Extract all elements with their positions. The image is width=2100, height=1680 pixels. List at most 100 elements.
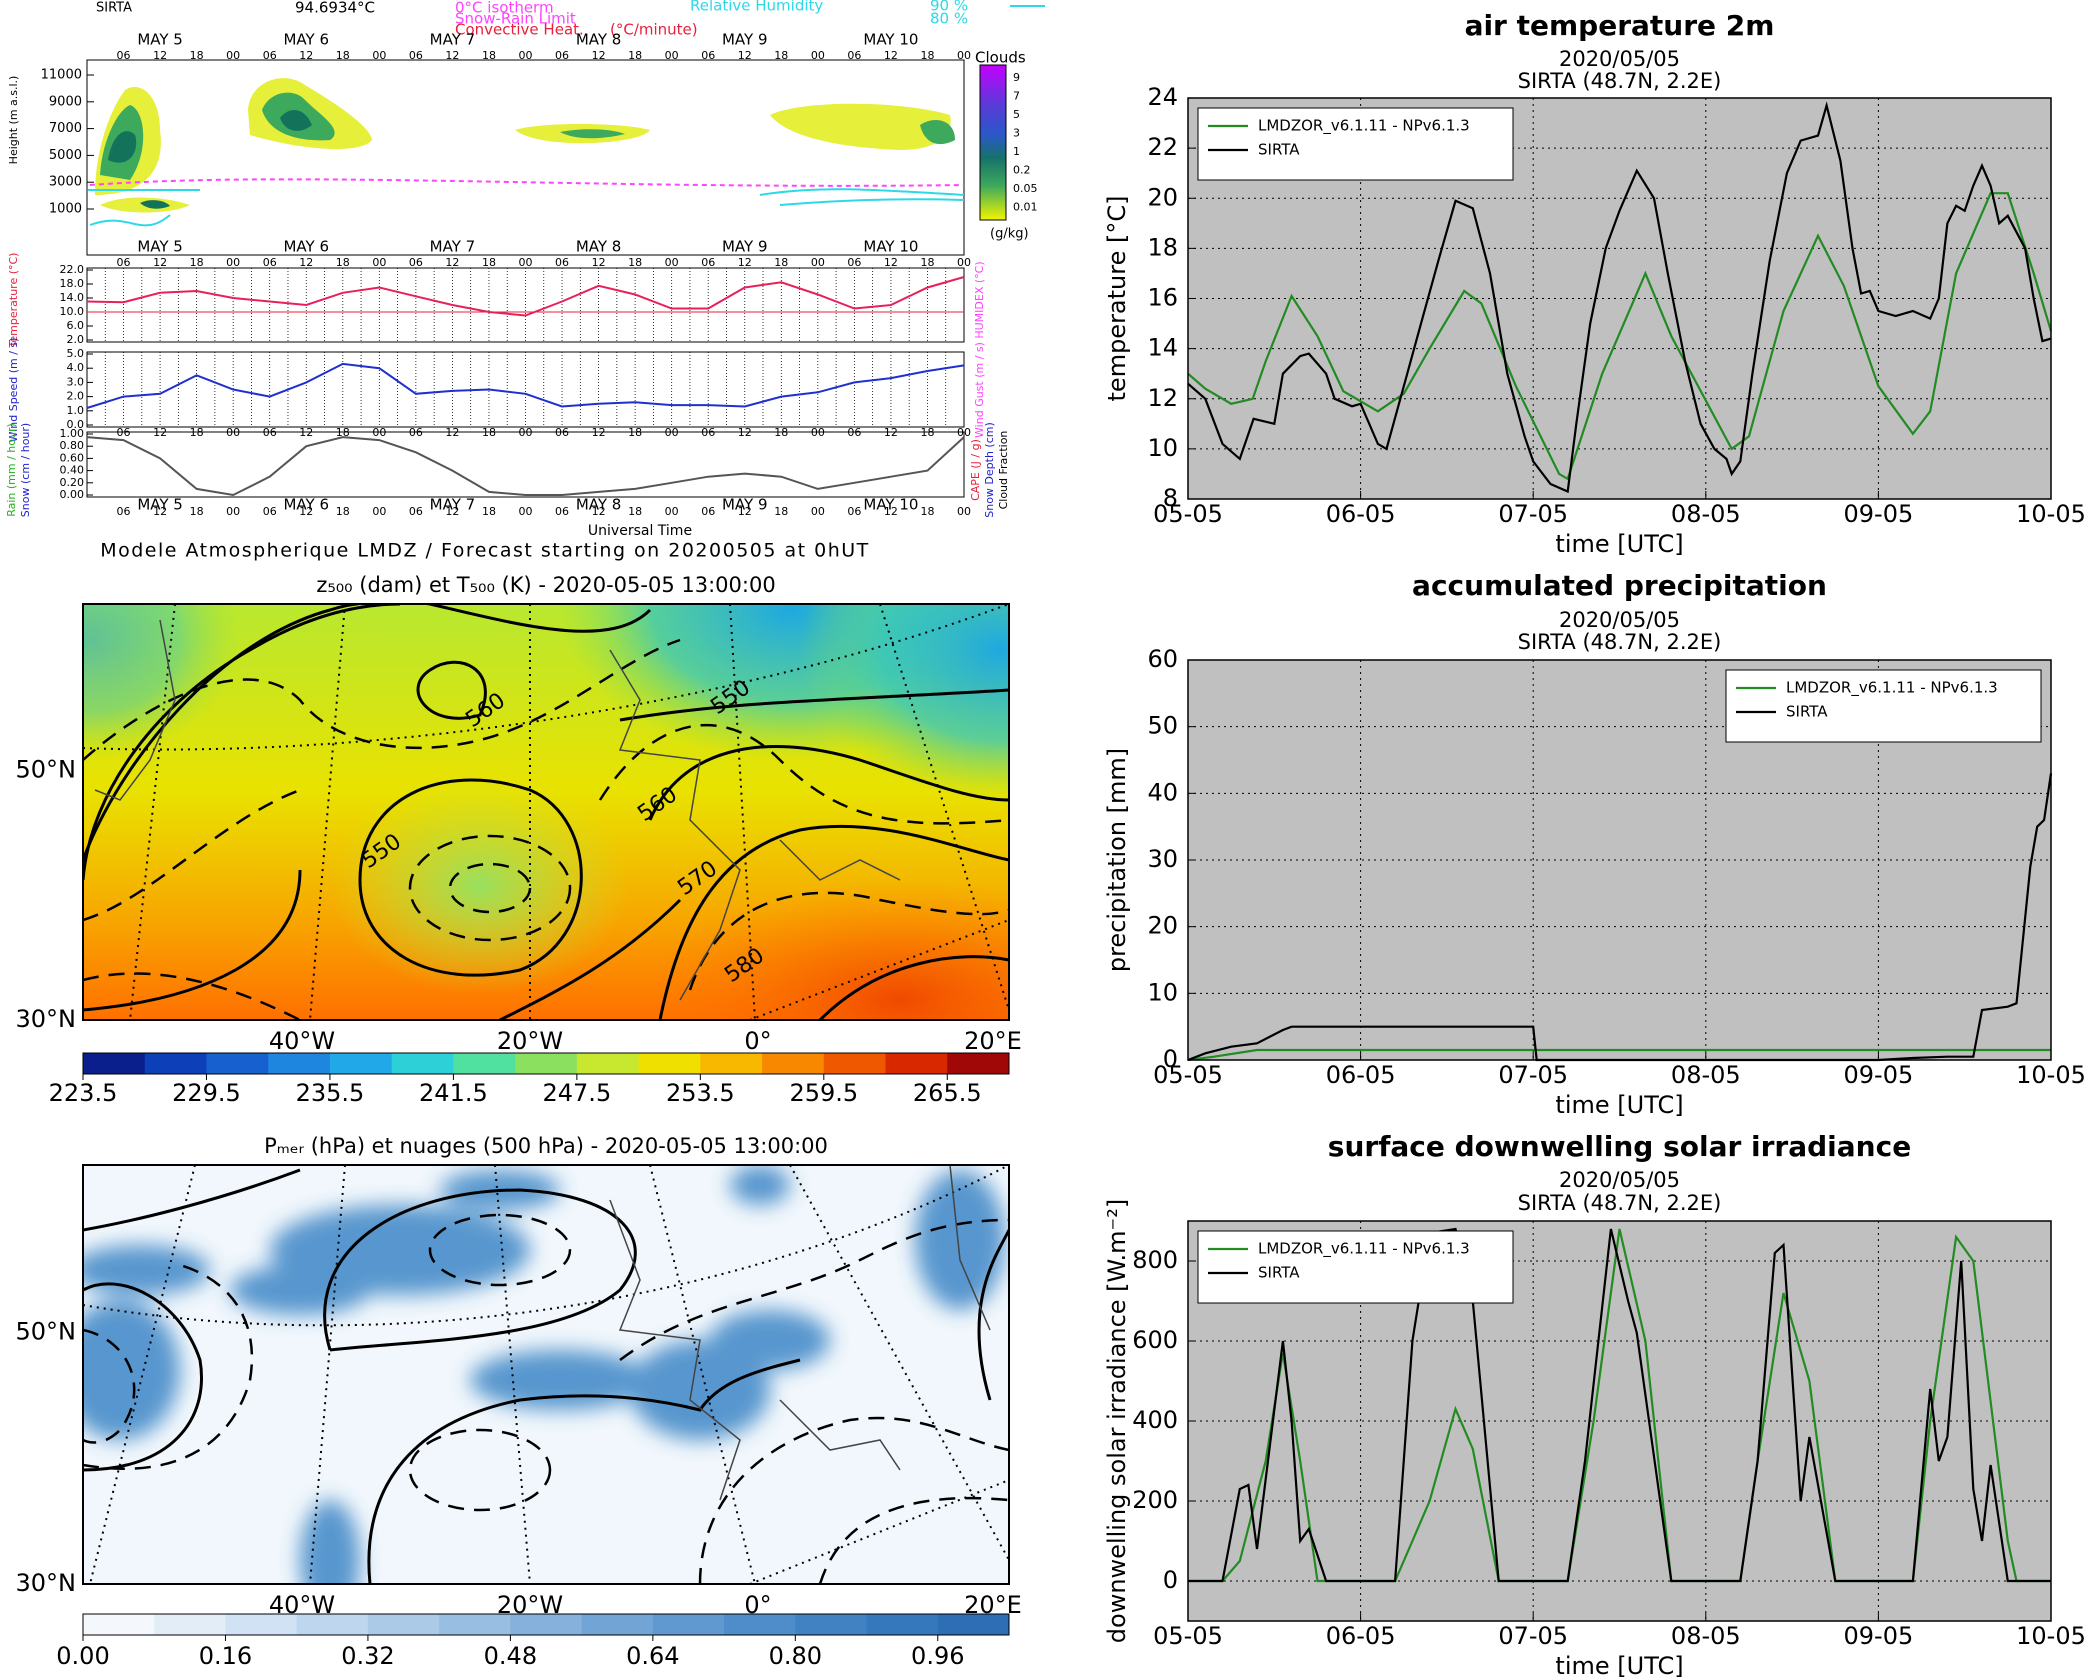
- hour-label: 00: [957, 426, 971, 439]
- hour-label: 00: [811, 505, 825, 518]
- legend-label: SIRTA: [1786, 703, 1828, 721]
- colorbar-bin: [367, 1614, 440, 1635]
- legend-label: LMDZOR_v6.1.11 - NPv6.1.3: [1786, 679, 1998, 698]
- series-line: [1187, 192, 2053, 481]
- x-tick-label: 10-05: [2016, 1622, 2086, 1650]
- lon-label: 20°W: [497, 1027, 563, 1055]
- day-label: MAY 9: [722, 496, 768, 514]
- hour-label: 00: [957, 256, 971, 269]
- colorbar-tick-label: 0.96: [911, 1642, 964, 1670]
- hour-label: 18: [190, 426, 204, 439]
- day-label: MAY 9: [722, 31, 768, 49]
- hour-label: 00: [519, 505, 533, 518]
- hour-label: 06: [701, 256, 715, 269]
- panel-tick-label: 0.40: [60, 464, 85, 477]
- hour-label: 00: [226, 426, 240, 439]
- x-tick-label: 10-05: [2016, 500, 2086, 528]
- hour-label: 00: [372, 505, 386, 518]
- hour-label: 12: [884, 426, 898, 439]
- hour-label: 06: [701, 505, 715, 518]
- panel-tick-label: 4.0: [67, 361, 85, 374]
- panel-axis-label: Wind Speed (m / s): [7, 338, 20, 443]
- panel-tick-label: 0.60: [60, 451, 85, 464]
- colorbar-bin: [329, 1053, 393, 1074]
- x-tick-label: 08-05: [1671, 500, 1741, 528]
- hour-label: 00: [665, 505, 679, 518]
- day-label: MAY 9: [722, 238, 768, 256]
- day-label: MAY 8: [576, 238, 622, 256]
- hour-label: 06: [117, 505, 131, 518]
- hour-label: 12: [884, 49, 898, 62]
- cloud-fraction-line: [86, 436, 965, 497]
- hour-label: 18: [920, 505, 934, 518]
- lat-label: 50°N: [16, 1318, 77, 1346]
- t500-contours: [83, 638, 1009, 1020]
- hour-label: 06: [409, 49, 423, 62]
- map-z500: [82, 603, 1010, 1021]
- panel-tick-label: 3.0: [67, 375, 85, 388]
- hour-label: 12: [592, 256, 606, 269]
- hour-label: 00: [519, 256, 533, 269]
- day-label: MAY 7: [430, 31, 476, 49]
- clouds-tick: 3: [1013, 127, 1020, 140]
- colorbar-tick-label: 259.5: [789, 1079, 858, 1107]
- hour-label: 06: [555, 426, 569, 439]
- cold-area: [800, 604, 1009, 800]
- hour-label: 12: [592, 426, 606, 439]
- colorbar-bin: [638, 1053, 701, 1074]
- colorbar-bin: [866, 1614, 939, 1635]
- panel-tick-label: 6.0: [67, 319, 85, 332]
- hour-label: 18: [774, 426, 788, 439]
- chart-subtitle: SIRTA (48.7N, 2.2E): [1518, 630, 1722, 654]
- series-line: [1187, 1048, 2051, 1062]
- lat-label: 30°N: [16, 1005, 77, 1033]
- day-label: MAY 10: [863, 496, 918, 514]
- legend: [1725, 669, 2042, 743]
- colorbar-bin: [823, 1053, 887, 1074]
- hour-label: 12: [299, 49, 313, 62]
- hour-label: 18: [628, 49, 642, 62]
- hour-label: 06: [117, 49, 131, 62]
- station: SIRTA: [96, 1, 132, 16]
- colorbar-bin: [391, 1053, 454, 1074]
- x-tick-label: 08-05: [1671, 1622, 1741, 1650]
- hour-label: 12: [445, 426, 459, 439]
- x-tick-label: 09-05: [1844, 500, 1914, 528]
- y-tick-label: 800: [1132, 1246, 1178, 1274]
- legend-label: (°C/minute): [610, 21, 698, 39]
- y-tick-label: 50: [1147, 712, 1178, 740]
- legend-label: LMDZOR_v6.1.11 - NPv6.1.3: [1258, 1240, 1470, 1259]
- hour-label: 06: [263, 49, 277, 62]
- map-pmer: [82, 1164, 1010, 1585]
- y-tick-label: 0: [1163, 1566, 1178, 1594]
- hour-label: 06: [409, 426, 423, 439]
- y-axis-label: downwelling solar irradiance [W.m⁻²]: [1103, 1199, 1131, 1643]
- hour-label: 18: [336, 49, 350, 62]
- warm-area: [640, 880, 1009, 1020]
- chart-subtitle: 2020/05/05: [1559, 1168, 1680, 1192]
- cloud-panel: [86, 59, 965, 256]
- hour-label: 18: [920, 49, 934, 62]
- series-line: [1187, 773, 2053, 1062]
- hour-label: 18: [628, 426, 642, 439]
- colorbar-bin: [225, 1614, 298, 1635]
- clouds-title: Clouds: [975, 49, 1026, 67]
- y-tick-label: 60: [1147, 645, 1178, 673]
- hour-label: 18: [336, 426, 350, 439]
- clouds-tick: 1: [1013, 145, 1020, 158]
- hour-label: 06: [847, 256, 861, 269]
- hour-label: 06: [701, 49, 715, 62]
- y-tick-label: 30: [1147, 845, 1178, 873]
- y-axis-label: temperature [°C]: [1103, 196, 1131, 402]
- hour-label: 06: [701, 426, 715, 439]
- cloud-colorbar: [979, 64, 1007, 221]
- colorbar-bin: [937, 1614, 1010, 1635]
- day-label: MAY 8: [576, 31, 622, 49]
- graticule: [83, 604, 1009, 1020]
- x-tick-label: 09-05: [1844, 1622, 1914, 1650]
- hour-label: 18: [190, 505, 204, 518]
- day-label: MAY 10: [863, 31, 918, 49]
- colorbar-tick-label: 229.5: [172, 1079, 241, 1107]
- hour-label: 18: [336, 505, 350, 518]
- x-tick-label: 08-05: [1671, 1061, 1741, 1089]
